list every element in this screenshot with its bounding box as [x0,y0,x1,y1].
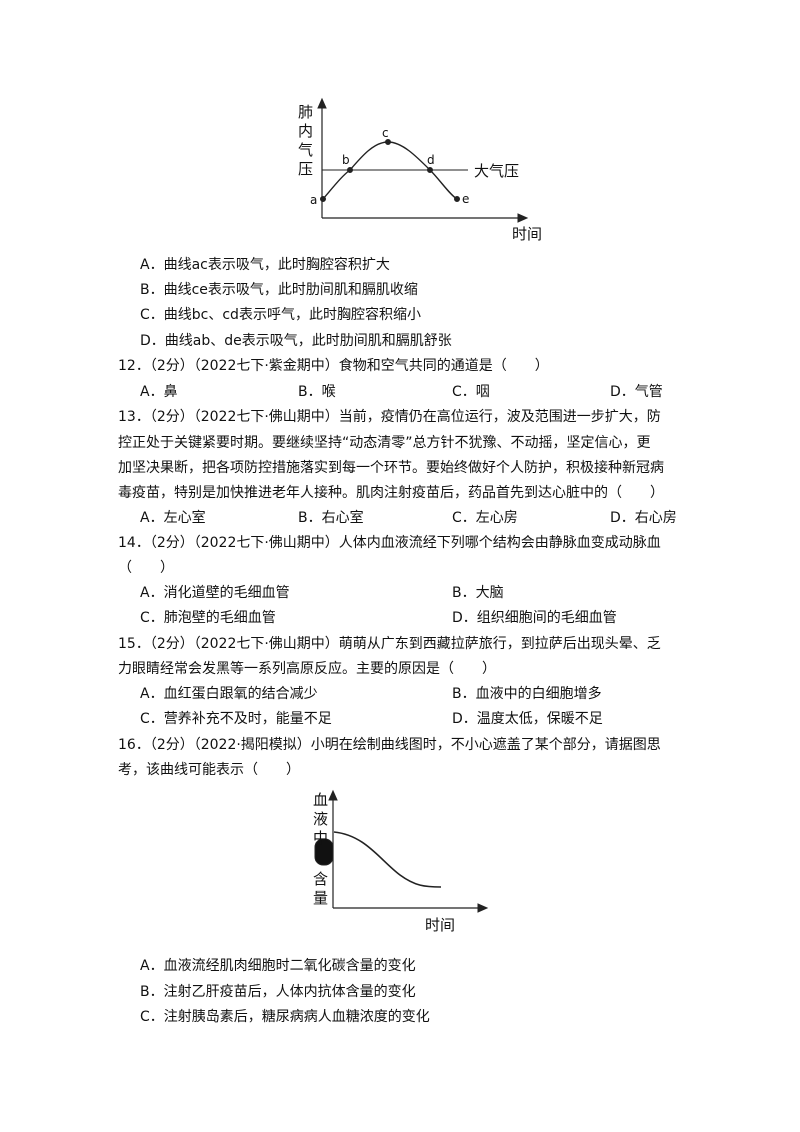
figure2-axes [314,789,489,913]
option: C．肺泡壁的毛细血管 [140,610,276,626]
option: A．曲线ac表示吸气，此时胸腔容积扩大 [140,257,390,273]
option: D．右心房 [610,510,677,526]
option: A．消化道壁的毛细血管 [140,585,290,601]
option: B．血液中的白细胞增多 [452,686,602,702]
question-stem: 15．（2分）（2022七下·佛山期中）萌萌从广东到西藏拉萨旅行，到拉萨后出现头… [118,636,661,652]
question-stem: 毒疫苗，特别是加快推进老年人接种。肌肉注射疫苗后，药品首先到达心脏中的（ ） [118,485,664,501]
option: B．右心室 [298,510,364,526]
option: A．血红蛋白跟氧的结合减少 [140,686,318,702]
x-axis-label: 时间 [425,916,456,934]
option: B．喉 [298,384,336,400]
option: D．曲线ab、de表示吸气，此时肋间肌和膈肌舒张 [140,332,452,349]
y-axis-label: 肺内气压 [298,103,314,178]
option: A．血液流经肌肉细胞时二氧化碳含量的变化 [140,958,416,974]
option: C．营养补充不及时，能量不足 [140,711,332,727]
question-stem: 12．（2分）（2022七下·紫金期中）食物和空气共同的通道是（ ） [118,358,549,374]
question-stem: 13．（2分）（2022七下·佛山期中）当前，疫情仍在高位运行，波及范围进一步扩… [118,409,661,425]
point-label: e [462,192,470,206]
point-label: c [382,126,389,140]
line-label: 大气压 [474,162,520,180]
option: A．鼻 [140,384,178,400]
option: C．左心房 [452,510,518,526]
question-stem: 考，该曲线可能表示（ ） [118,762,300,778]
point-label: b [342,153,350,167]
option: D．温度太低，保暖不足 [452,711,603,727]
question-stem: 16．（2分）（2022·揭阳模拟）小明在绘制曲线图时，不小心遮盖了某个部分，请… [118,737,661,753]
option: D．气管 [610,384,663,400]
question-stem: 加坚决果断，把各项防控措施落实到每一个环节。要始终做好个人防护，积极接种新冠病 [118,460,664,476]
option: B．曲线ce表示吸气，此时肋间肌和膈肌收缩 [140,282,418,299]
figure1-axes [317,97,529,223]
question-stem: （ ） [118,560,174,576]
option: C．曲线bc、cd表示呼气，此时胸腔容积缩小 [140,307,421,324]
option: B．注射乙肝疫苗后，人体内抗体含量的变化 [140,984,416,1000]
y-axis-label: 血液中 [313,791,329,847]
option: A．左心室 [140,510,206,526]
point-label: a [310,193,318,207]
option: B．大脑 [452,585,504,601]
question-stem: 控正处于关键紧要时期。要继续坚持“动态清零”总方针不犹豫、不动摇，坚定信心，更 [118,435,651,451]
point-label: d [427,153,435,167]
question-stem: 力眼睛经常会发黑等一系列高原反应。主要的原因是（ ） [118,661,496,677]
x-axis-label: 时间 [512,225,543,243]
option: C．咽 [452,384,490,400]
option: D．组织细胞间的毛细血管 [452,610,617,626]
option: C．注射胰岛素后，糖尿病病人血糖浓度的变化 [140,1009,430,1025]
question-stem: 14．（2分）（2022七下·佛山期中）人体内血液流经下列哪个结构会由静脉血变成… [118,535,661,551]
y-axis-label: 含量 [313,870,329,907]
